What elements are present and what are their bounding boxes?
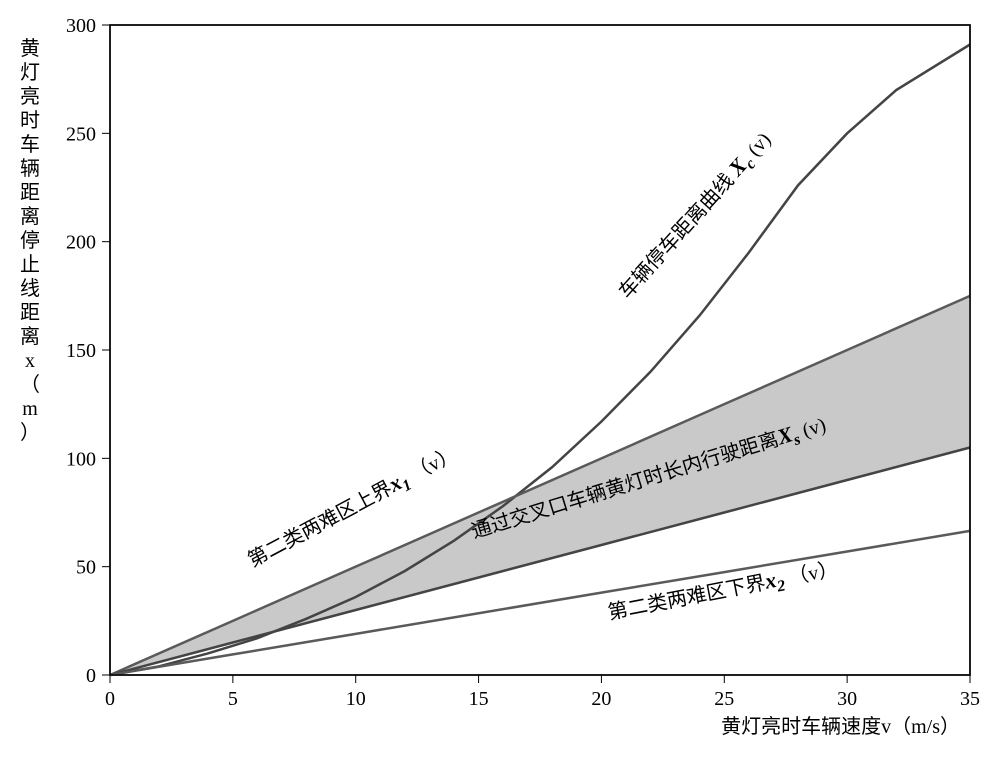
y-axis-title-char: 线 xyxy=(20,277,40,300)
curve-dilemma-upper xyxy=(110,296,970,675)
y-axis-title-char: 车 xyxy=(20,133,40,156)
y-axis-title-char: 距 xyxy=(20,302,40,324)
x-axis-title: 黄灯亮时车辆速度v（m/s） xyxy=(721,715,960,738)
y-axis-title-char: 辆 xyxy=(20,157,40,180)
y-axis-title-char: 离 xyxy=(20,325,40,348)
chart-svg: 0 5 10 15 20 25 30 35 0 50 100 150 200 250 300 车辆停车距离曲线… xyxy=(0,0,1000,773)
x-tick-label: 10 xyxy=(346,688,366,710)
x-tick-label: 20 xyxy=(591,688,611,710)
y-axis-title-char: 离 xyxy=(20,205,40,228)
y-tick-label: 300 xyxy=(66,15,96,37)
y-axis-title-char: （ xyxy=(20,373,40,396)
x-tick-label: 15 xyxy=(469,688,489,710)
y-axis-title-char: 停 xyxy=(20,229,40,252)
y-axis-title-char: ） xyxy=(20,421,40,444)
y-tick-label: 50 xyxy=(76,557,96,579)
y-axis-title-char: 时 xyxy=(20,109,40,132)
y-axis-title-char: 止 xyxy=(20,253,40,276)
label-xc-text: 车辆停车距离曲线 Xc (v) xyxy=(613,127,778,306)
x-tick-label: 25 xyxy=(714,688,734,710)
y-tick-label: 100 xyxy=(66,448,96,470)
label-x2: 第二类两难区下界x2 （v） xyxy=(606,555,841,628)
curve-crossing-distance xyxy=(110,448,970,676)
x-tick-label: 5 xyxy=(228,688,238,710)
x-tick-label: 35 xyxy=(960,688,980,710)
y-tick-label: 200 xyxy=(66,232,96,254)
y-axis-title-char: 灯 xyxy=(20,61,40,84)
plot-border-top xyxy=(110,25,970,675)
y-tick-label: 150 xyxy=(66,340,96,362)
y-axis-title-char: 黄 xyxy=(20,37,40,60)
plot-border xyxy=(110,25,970,675)
y-tick-label: 250 xyxy=(66,123,96,145)
label-x2-text: 第二类两难区下界x2 （v） xyxy=(606,555,841,628)
x-tick-label: 30 xyxy=(837,688,857,710)
y-tick-label: 0 xyxy=(86,665,96,687)
y-axis-title-char: m xyxy=(22,398,38,420)
label-xc: 车辆停车距离曲线 Xc (v) xyxy=(613,127,778,306)
y-axis-title-char: x xyxy=(25,350,35,372)
x-tick-label: 0 xyxy=(105,688,115,710)
chart-container: 0 5 10 15 20 25 30 35 0 50 100 150 200 250 300 车辆停车距离曲线… xyxy=(0,0,1000,773)
y-axis-title-char: 亮 xyxy=(20,85,40,108)
y-axis-title-char: 距 xyxy=(20,182,40,204)
